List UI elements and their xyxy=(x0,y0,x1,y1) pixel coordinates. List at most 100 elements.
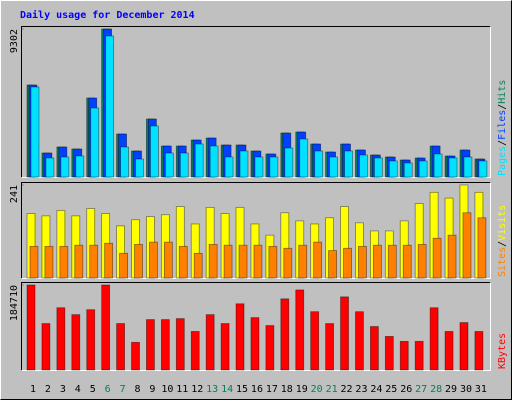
x-tick-label: 9 xyxy=(149,384,155,395)
bar xyxy=(344,150,353,178)
x-tick-label: 24 xyxy=(370,384,382,395)
legend-separator: / xyxy=(497,241,508,247)
bar xyxy=(179,152,189,178)
bar xyxy=(328,250,338,279)
bar xyxy=(369,326,379,371)
bar xyxy=(119,252,128,279)
bar xyxy=(358,245,367,279)
x-tick-label: 10 xyxy=(161,384,173,395)
x-tick-label: 28 xyxy=(430,384,442,395)
bar xyxy=(163,241,173,279)
bar xyxy=(205,314,215,371)
bar xyxy=(325,323,335,371)
x-tick-label: 15 xyxy=(236,384,248,395)
bar xyxy=(208,244,218,279)
x-tick-label: 21 xyxy=(326,384,338,395)
bar xyxy=(387,244,397,279)
bar xyxy=(41,323,51,371)
bar xyxy=(175,318,185,371)
bar xyxy=(359,154,368,178)
bar xyxy=(429,307,439,371)
bar xyxy=(56,307,66,371)
bar xyxy=(265,325,275,371)
bar xyxy=(131,341,140,371)
x-tick-label: 11 xyxy=(176,384,188,395)
bar xyxy=(105,35,115,178)
bar xyxy=(75,155,85,178)
bar xyxy=(116,323,125,371)
bar xyxy=(209,145,219,178)
bar xyxy=(101,284,111,371)
y-tick: 9302 xyxy=(9,29,20,53)
legend: Sites/Visits xyxy=(497,205,508,277)
x-tick-label: 3 xyxy=(60,384,66,395)
bar xyxy=(314,150,324,178)
bar xyxy=(253,244,263,279)
bar xyxy=(254,156,264,178)
bar xyxy=(444,331,454,371)
x-tick-label: 22 xyxy=(341,384,353,395)
chart-title: Daily usage for December 2014 xyxy=(20,9,195,21)
bar xyxy=(30,86,40,178)
bar xyxy=(433,153,443,178)
bar xyxy=(280,298,290,371)
bar xyxy=(134,244,143,279)
bar xyxy=(160,319,170,371)
x-tick-label: 20 xyxy=(311,384,323,395)
bar xyxy=(250,317,260,371)
bar xyxy=(417,244,427,279)
bar xyxy=(399,340,409,371)
bar xyxy=(284,147,294,178)
x-tick-label: 25 xyxy=(385,384,397,395)
x-tick-label: 7 xyxy=(120,384,126,395)
bar xyxy=(474,331,484,371)
x-tick-label: 31 xyxy=(475,384,487,395)
bar xyxy=(45,157,55,178)
bar xyxy=(355,311,364,371)
x-tick-label: 1 xyxy=(30,384,36,395)
bar xyxy=(448,157,458,178)
x-tick-label: 8 xyxy=(134,384,140,395)
panel-border xyxy=(21,26,491,178)
bar xyxy=(190,331,200,371)
bar xyxy=(403,162,413,178)
x-tick-label: 27 xyxy=(415,384,427,395)
panel-border xyxy=(21,26,491,178)
bar xyxy=(86,309,96,371)
x-tick-label: 4 xyxy=(75,384,81,395)
x-tick-label: 23 xyxy=(355,384,367,395)
bar xyxy=(298,244,308,279)
bar xyxy=(135,158,144,178)
bar xyxy=(120,146,129,178)
bar xyxy=(149,241,158,279)
bar xyxy=(60,156,70,178)
legend: Pages/Files/Hits xyxy=(497,80,508,176)
bar xyxy=(268,245,278,279)
x-tick-label: 17 xyxy=(266,384,278,395)
bar xyxy=(299,138,309,178)
bar xyxy=(178,245,188,279)
bar xyxy=(224,156,234,178)
bar xyxy=(384,335,394,371)
bar xyxy=(418,160,428,178)
x-tick-label: 13 xyxy=(206,384,218,395)
bar xyxy=(373,157,383,178)
bar xyxy=(71,314,81,371)
panel-border xyxy=(21,182,491,279)
bar xyxy=(150,125,159,178)
x-tick-label: 12 xyxy=(191,384,203,395)
bar xyxy=(146,319,155,371)
bar xyxy=(223,244,233,279)
bar xyxy=(463,156,473,178)
x-tick-label: 2 xyxy=(45,384,51,395)
y-tick-label: 9302 xyxy=(9,29,20,53)
y-tick-label: 241 xyxy=(9,185,20,203)
bar xyxy=(29,245,39,279)
panel-border xyxy=(21,282,491,371)
bar xyxy=(414,340,424,371)
bar xyxy=(59,245,69,279)
bar xyxy=(235,303,245,371)
bar xyxy=(295,289,305,371)
bar xyxy=(432,237,442,279)
